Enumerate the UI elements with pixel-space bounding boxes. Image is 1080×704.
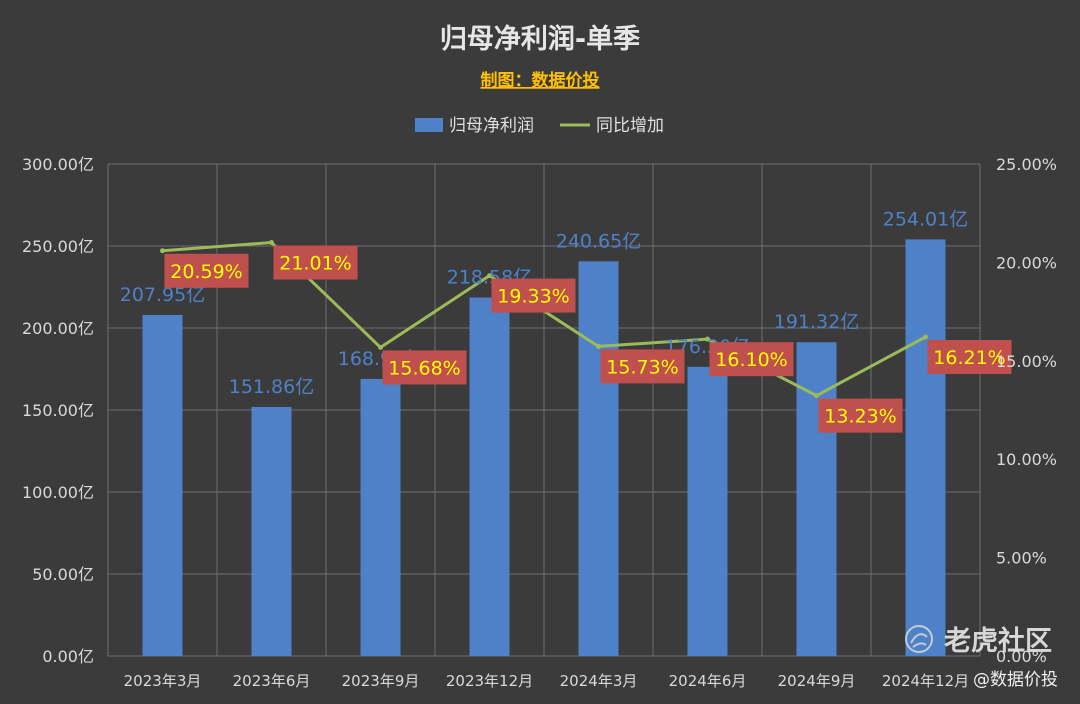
line-label-box [818,398,903,433]
bar-value-label: 240.65亿 [556,230,641,252]
legend-bar-label: 归母净利润 [449,116,534,136]
bar [905,239,946,657]
x-tick-label: 2023年3月 [124,672,202,690]
x-tick-label: 2023年6月 [233,672,311,690]
tiger-logo-icon [905,625,933,653]
line-value-label: 16.10% [715,349,787,371]
line-label-box [709,342,794,377]
grid-layer [107,163,981,657]
line-point [596,343,601,349]
x-tick-label: 2024年3月 [560,672,638,690]
line-label-box [600,349,685,384]
chart-subtitle: 制图：数据价投 [481,70,600,91]
y-left-tick-label: 0.00亿 [42,647,94,666]
line-point [487,273,492,279]
line-label-box [491,278,576,313]
line-value-label: 20.59% [170,261,242,283]
y-left-tick-label: 100.00亿 [22,483,94,502]
x-tick-label: 2024年6月 [669,672,747,690]
bar [142,314,183,656]
y-left-tick-label: 50.00亿 [32,565,94,584]
line-label-layer: 20.59% 21.01% 15.68% 19.33% 15.73% 16.10% 13.2… [164,245,1012,433]
line-value-label: 16.21% [933,347,1005,369]
line-value-label: 13.23% [824,406,896,428]
x-tick-label: 2024年12月 [882,672,969,690]
bar-value-label: 151.86亿 [229,376,314,398]
watermark: 老虎社区 @数据价投 [905,625,1058,690]
bar [360,378,401,656]
line-value-label: 15.68% [388,357,460,379]
chart-title: 归母净利润-单季 [440,23,640,55]
line-label-box [273,245,358,280]
legend: 归母净利润 同比增加 [415,116,664,136]
axis-layer: 0.00亿 50.00亿 100.00亿 150.00亿 200.00亿 250.00亿 3… [22,155,1057,690]
x-tick-label: 2023年9月 [342,672,420,690]
line-value-label: 15.73% [606,356,678,378]
watermark-handle: @数据价投 [973,670,1058,690]
x-tick-label: 2024年9月 [778,672,856,690]
bar [251,406,292,656]
y-right-tick-label: 10.00% [996,450,1057,469]
bar-value-label: 207.95亿 [120,284,205,306]
line-point [705,336,710,342]
line-point [269,240,274,246]
line-label-box [382,350,467,385]
bar [687,366,728,656]
line-point [378,344,383,350]
line-label-box [927,339,1012,374]
line-point [814,393,819,399]
legend-line-label: 同比增加 [596,116,664,136]
line-label-box [164,253,249,288]
watermark-logo-text: 老虎社区 [944,625,1052,657]
y-left-tick-label: 150.00亿 [22,401,94,420]
bar-value-label: 191.32亿 [774,311,859,333]
y-left-tick-label: 300.00亿 [22,155,94,174]
bar [469,297,510,656]
bar [578,261,619,656]
line-point [923,334,928,340]
y-right-tick-label: 25.00% [996,155,1057,174]
y-right-tick-label: 5.00% [996,549,1047,568]
y-right-tick-label: 15.00% [996,352,1057,371]
x-tick-label: 2023年12月 [446,672,533,690]
line-value-label: 19.33% [497,286,569,308]
bar-layer [142,239,946,657]
line-value-label: 21.01% [279,253,351,275]
y-left-tick-label: 250.00亿 [22,237,94,256]
y-right-tick-label: 20.00% [996,253,1057,272]
y-left-tick-label: 200.00亿 [22,319,94,338]
line-point [160,248,165,254]
legend-bar-swatch [415,118,443,132]
y-right-tick-label: 0.00% [996,647,1047,666]
bar-value-label: 254.01亿 [883,208,968,230]
